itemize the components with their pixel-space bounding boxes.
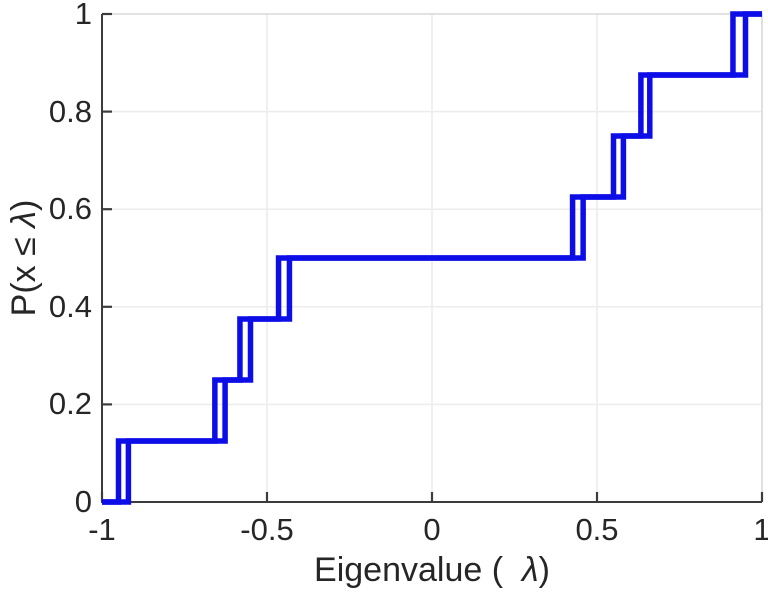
x-tick-label: 0	[423, 512, 441, 547]
x-axis-label: Eigenvalue ( λ)	[102, 550, 762, 590]
y-tick-label: 0.4	[48, 288, 92, 324]
y-axis-label-suffix: )	[5, 199, 43, 212]
x-tick-label: -1	[88, 512, 116, 547]
y-axis-label: P(x ≤ λ)	[4, 200, 44, 317]
x-tick-label: -0.5	[240, 512, 294, 547]
ecdf-series-2-line	[102, 11, 762, 505]
y-tick-label: 0.6	[48, 191, 92, 227]
x-axis-label-text: Eigenvalue (	[314, 551, 522, 589]
tick-marks	[100, 12, 764, 504]
gridlines	[102, 14, 762, 502]
lambda-symbol: λ	[521, 551, 539, 589]
ecdf-step-lines	[102, 11, 762, 505]
y-tick-label: 1	[74, 0, 92, 31]
x-tick-label: 0.5	[575, 512, 619, 547]
y-tick-label: 0.8	[48, 93, 92, 129]
x-tick-label: 1	[753, 512, 768, 547]
x-axis-label-suffix: )	[538, 551, 550, 589]
y-tick-label: 0.2	[48, 386, 92, 422]
y-axis-label-text: P(x ≤	[5, 227, 43, 317]
lambda-symbol: λ	[5, 211, 43, 228]
y-tick-label: 0	[74, 484, 92, 519]
